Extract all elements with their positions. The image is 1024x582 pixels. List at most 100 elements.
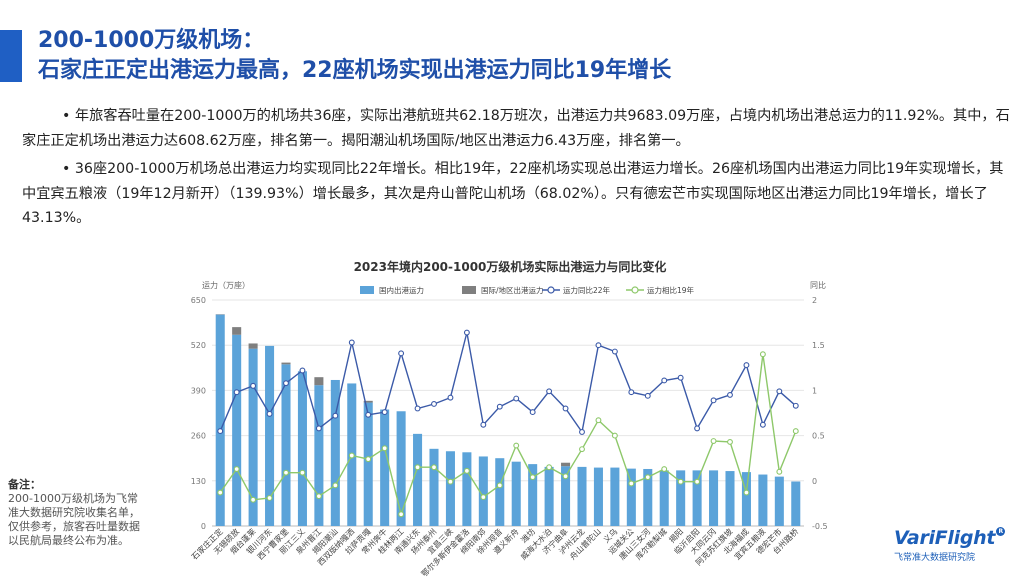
bar-domestic	[232, 334, 242, 526]
y-tick-left: 650	[191, 296, 206, 305]
data-point	[579, 429, 585, 435]
data-point	[727, 391, 733, 398]
bar-domestic	[577, 466, 587, 526]
bar-domestic	[281, 364, 291, 526]
data-point	[332, 482, 339, 489]
data-point	[792, 428, 799, 435]
bar-domestic	[314, 385, 324, 526]
data-point	[365, 456, 372, 463]
data-point	[529, 409, 536, 416]
data-point	[743, 489, 750, 496]
data-point	[315, 493, 322, 500]
data-point	[365, 411, 372, 418]
title-accent-bar	[0, 30, 22, 82]
y-tick-right: 1.5	[812, 341, 825, 350]
y-tick-left: 520	[191, 341, 206, 350]
bar-domestic	[626, 468, 636, 526]
bar-domestic	[593, 467, 603, 526]
data-point	[348, 339, 355, 346]
bar-international	[248, 343, 258, 349]
y-tick-right: 0	[812, 477, 817, 486]
bar-domestic	[297, 371, 307, 526]
data-point	[480, 421, 487, 428]
legend-entry: 国内出港运力	[379, 285, 424, 295]
bar-domestic	[610, 467, 620, 526]
data-point	[661, 466, 668, 472]
data-point	[480, 494, 487, 501]
series-line	[219, 332, 797, 434]
bar-domestic	[215, 314, 225, 526]
bar-domestic	[265, 345, 275, 526]
data-point	[595, 342, 602, 349]
bar-domestic	[528, 464, 538, 526]
data-point	[431, 401, 437, 407]
data-point	[398, 511, 405, 518]
footnote: 备注： 200-1000万级机场为飞常准大数据研究院收集名单，仅供参考，旅客吞吐…	[8, 478, 146, 548]
data-point	[546, 464, 553, 471]
legend-entry: 运力相比19年	[647, 285, 695, 295]
y-tick-right: -0.5	[812, 522, 828, 531]
bar-domestic	[363, 402, 373, 526]
bar-domestic	[791, 481, 801, 526]
y-tick-left: 260	[191, 432, 206, 441]
bar-international	[281, 362, 291, 365]
data-point	[677, 374, 684, 381]
data-point	[266, 495, 273, 501]
legend-swatch	[360, 286, 374, 294]
y-axis-left-label: 运力（万座）	[202, 280, 250, 290]
data-point	[759, 351, 766, 358]
bullet-2: • 36座200-1000万机场总出港运力均实现同比22年增长。相比19年，22…	[22, 161, 1004, 226]
data-point	[759, 421, 766, 428]
bullet-1: • 年旅客吞吐量在200-1000万的机场共36座，实际出港航班共62.18万班…	[22, 108, 1010, 149]
bar-domestic	[709, 470, 719, 526]
legend-marker	[631, 286, 639, 294]
variflight-logo: VariFlight R 飞常准大数据研究院	[894, 527, 1014, 563]
data-point	[727, 438, 733, 445]
bar-domestic	[396, 411, 406, 526]
registered-icon: R	[996, 527, 1006, 536]
bar-international	[232, 327, 242, 335]
data-point	[250, 382, 257, 389]
legend-entry: 国际/地区出港运力	[481, 285, 544, 295]
data-point	[414, 405, 421, 412]
bar-domestic	[248, 348, 258, 526]
data-point	[677, 478, 684, 485]
legend-marker	[547, 286, 555, 294]
bar-international	[314, 377, 324, 386]
bar-domestic	[380, 409, 390, 526]
data-point	[792, 402, 799, 409]
summary-bullets: • 年旅客吞吐量在200-1000万的机场共36座，实际出港航班共62.18万班…	[22, 104, 1012, 235]
data-point	[513, 442, 520, 449]
data-point	[381, 445, 388, 452]
bar-domestic	[413, 433, 423, 526]
bar-domestic	[511, 461, 521, 526]
data-point	[217, 489, 224, 496]
data-point	[463, 467, 470, 474]
data-point	[644, 392, 651, 399]
bar-domestic	[330, 379, 340, 526]
bar-domestic	[676, 470, 686, 526]
data-point	[332, 412, 339, 419]
y-axis-right-label: 同比	[810, 280, 826, 290]
bar-domestic	[429, 448, 439, 526]
bar-domestic	[495, 458, 505, 526]
logo-brand: VariFlight R	[894, 527, 1014, 549]
bar-domestic	[741, 472, 751, 526]
data-point	[431, 464, 437, 471]
data-point	[710, 438, 717, 444]
data-point	[694, 478, 701, 485]
data-point	[447, 394, 454, 401]
data-point	[299, 469, 306, 476]
series-line	[219, 354, 797, 517]
bar-domestic	[561, 466, 571, 526]
bar-domestic	[659, 470, 669, 526]
bar-domestic	[758, 474, 768, 526]
data-point	[447, 478, 454, 485]
page-title-line1: 200-1000万级机场：	[38, 28, 265, 53]
data-point	[562, 405, 569, 412]
data-point	[414, 464, 421, 471]
data-point	[562, 473, 569, 480]
data-point	[776, 468, 783, 475]
data-point	[283, 469, 289, 476]
